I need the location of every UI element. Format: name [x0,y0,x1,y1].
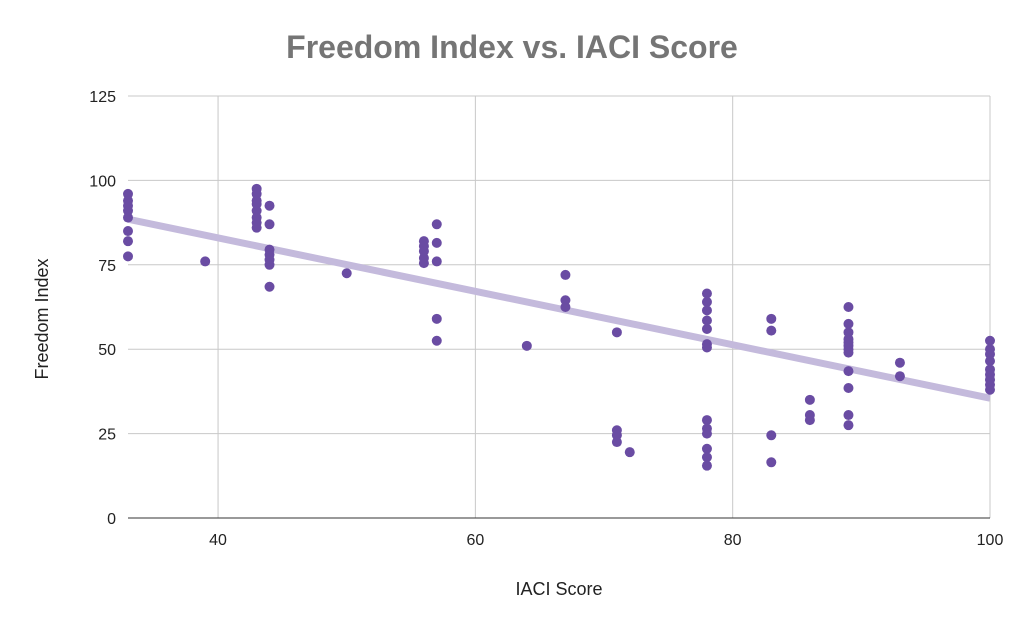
data-point [843,420,854,431]
data-point [560,269,571,280]
data-point [123,212,133,223]
data-point [843,302,854,312]
data-point [701,460,712,471]
data-point [843,366,854,377]
data-point [701,296,712,307]
data-point [843,347,854,358]
data-point [804,394,815,405]
data-point [431,335,442,346]
data-point [804,415,815,426]
x-tick-label: 60 [466,532,484,549]
data-point [701,323,712,334]
data-point [431,219,442,230]
data-point [560,302,571,312]
data-point [701,428,712,439]
data-point [766,313,777,324]
data-point [264,219,275,230]
data-point [701,305,712,316]
chart-title: Freedom Index vs. IACI Score [286,29,738,65]
data-point [985,356,995,367]
y-tick-label: 0 [107,511,116,528]
y-tick-label: 125 [89,89,116,106]
data-point [123,226,133,237]
x-axis-label: IACI Score [515,579,602,599]
data-point [264,281,275,292]
data-point [701,452,712,463]
data-point [766,457,777,468]
data-point [701,342,712,353]
data-point [123,251,133,262]
data-point [418,258,429,269]
data-point [123,236,133,247]
data-point [766,325,777,336]
x-tick-label: 40 [209,532,227,549]
data-point [701,288,712,299]
data-point [843,318,854,329]
data-point [264,200,275,211]
trendline-group [127,215,991,402]
x-tick-label: 100 [977,532,1004,549]
data-point [985,335,995,346]
data-point [431,237,442,248]
trendline [127,215,991,402]
data-points [123,183,995,471]
data-point [200,256,211,267]
data-point [611,327,622,338]
data-point [701,315,712,326]
data-point [264,259,275,270]
data-point [843,383,854,394]
data-point [341,268,352,279]
data-point [611,437,622,448]
y-tick-label: 50 [98,342,116,359]
data-point [251,222,262,233]
y-tick-label: 25 [98,427,116,444]
y-tick-label: 100 [89,173,116,190]
data-point [843,410,854,421]
x-tick-label: 80 [724,532,742,549]
data-point [624,447,635,458]
data-point [701,415,712,426]
data-point [701,443,712,454]
data-point [894,371,905,382]
y-tick-label: 75 [98,258,116,275]
tick-labels: 0 25 50 75 100 125 40 60 80 100 [89,89,1003,549]
data-point [521,340,532,351]
data-point [985,384,995,395]
data-point [431,256,442,267]
data-point [431,313,442,324]
data-point [766,430,777,441]
data-point [894,357,905,368]
y-axis-label: Freedom Index [32,258,52,379]
